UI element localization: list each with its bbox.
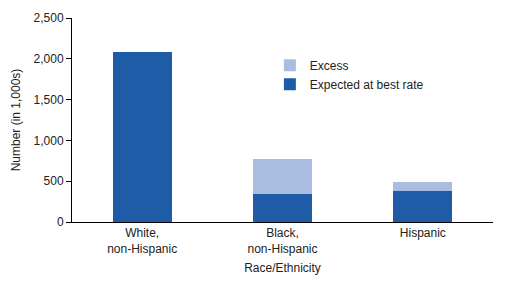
svg-text:Number (in 1,000s): Number (in 1,000s): [9, 69, 23, 172]
svg-text:500: 500: [44, 174, 64, 188]
svg-text:0: 0: [57, 215, 64, 229]
svg-text:Excess: Excess: [310, 59, 349, 73]
svg-text:Expected at best rate: Expected at best rate: [310, 78, 424, 92]
svg-text:Race/Ethnicity: Race/Ethnicity: [244, 261, 321, 275]
svg-text:1,000: 1,000: [34, 134, 64, 148]
svg-text:2,000: 2,000: [34, 52, 64, 66]
svg-text:White,non-Hispanic: White,non-Hispanic: [107, 226, 177, 256]
svg-text:Hispanic: Hispanic: [400, 226, 446, 240]
svg-text:2,500: 2,500: [34, 11, 64, 25]
svg-text:1,500: 1,500: [34, 93, 64, 107]
svg-text:Black,non-Hispanic: Black,non-Hispanic: [247, 226, 317, 256]
